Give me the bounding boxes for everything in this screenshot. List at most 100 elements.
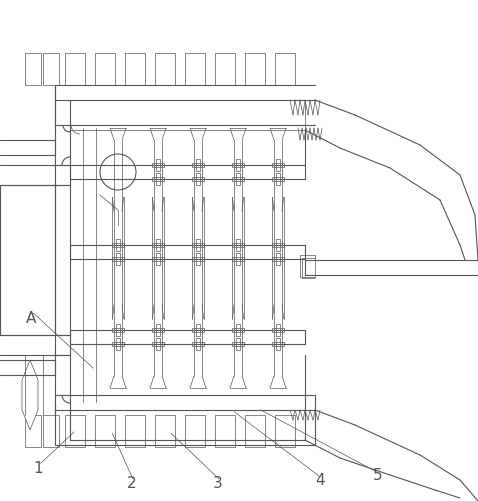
Bar [112, 177, 124, 181]
Bar [236, 342, 240, 346]
Bar [116, 173, 120, 185]
Bar [275, 415, 295, 447]
Bar [43, 53, 59, 85]
Bar [192, 243, 204, 247]
Bar [192, 257, 204, 261]
Bar [232, 243, 244, 247]
Bar [156, 324, 160, 336]
Bar [156, 159, 160, 171]
Bar [236, 338, 240, 350]
Bar [236, 242, 240, 247]
Bar [95, 415, 115, 447]
Bar [272, 163, 284, 167]
Bar [196, 328, 200, 332]
Bar [196, 239, 200, 251]
Bar [272, 177, 284, 181]
Bar [196, 176, 200, 181]
Bar [156, 176, 161, 181]
Bar [276, 159, 280, 171]
Bar [232, 328, 244, 332]
Bar [272, 328, 284, 332]
Bar [156, 257, 161, 262]
Bar [276, 239, 280, 251]
Bar [196, 242, 200, 247]
Text: A: A [26, 311, 36, 326]
Bar [196, 338, 200, 350]
Bar [65, 415, 85, 447]
Bar [156, 342, 161, 346]
Bar [192, 342, 204, 346]
Bar [25, 53, 41, 85]
Bar [116, 159, 120, 171]
Bar [275, 53, 295, 85]
Bar [196, 342, 200, 346]
Bar [125, 415, 145, 447]
Bar [116, 176, 120, 181]
Bar [196, 324, 200, 336]
Bar [276, 324, 280, 336]
Text: 1: 1 [33, 461, 43, 476]
Bar [215, 415, 235, 447]
Bar [65, 53, 85, 85]
Bar [272, 257, 284, 261]
Bar [156, 328, 161, 332]
Bar [116, 324, 120, 336]
Bar [232, 163, 244, 167]
Bar [236, 257, 240, 262]
Bar [276, 342, 281, 346]
Bar [116, 328, 120, 332]
Bar [276, 173, 280, 185]
Bar [152, 257, 164, 261]
Bar [155, 415, 175, 447]
Bar [43, 415, 59, 447]
Bar [276, 328, 281, 332]
Bar [185, 415, 205, 447]
Bar [196, 159, 200, 171]
Bar [112, 163, 124, 167]
Bar [276, 257, 281, 262]
Bar [192, 177, 204, 181]
Bar [156, 338, 160, 350]
Bar [196, 257, 200, 262]
Bar [300, 255, 315, 277]
Bar [236, 239, 240, 251]
Bar [236, 173, 240, 185]
Bar [236, 324, 240, 336]
Bar [232, 177, 244, 181]
Text: 4: 4 [315, 473, 325, 488]
Bar [116, 239, 120, 251]
Bar [152, 177, 164, 181]
Circle shape [100, 154, 136, 190]
Bar [25, 415, 41, 447]
Bar [236, 253, 240, 265]
Bar [236, 159, 240, 171]
Bar [236, 328, 240, 332]
Polygon shape [22, 360, 38, 430]
Bar [116, 253, 120, 265]
Bar [276, 176, 281, 181]
Bar [276, 242, 281, 247]
Bar [236, 163, 240, 167]
Bar [196, 253, 200, 265]
Bar [155, 53, 175, 85]
Bar [192, 328, 204, 332]
Bar [232, 257, 244, 261]
Bar [116, 338, 120, 350]
Bar [215, 53, 235, 85]
Bar [272, 342, 284, 346]
Bar [152, 328, 164, 332]
Text: 3: 3 [213, 476, 222, 491]
Bar [116, 342, 120, 346]
Bar [0, 185, 55, 335]
Bar [196, 173, 200, 185]
Bar [236, 176, 240, 181]
Bar [185, 53, 205, 85]
Bar [245, 415, 265, 447]
Text: 5: 5 [373, 468, 382, 483]
Text: 2: 2 [127, 476, 136, 491]
Bar [276, 253, 280, 265]
Bar [95, 53, 115, 85]
Bar [125, 53, 145, 85]
Bar [116, 163, 120, 167]
Bar [192, 163, 204, 167]
